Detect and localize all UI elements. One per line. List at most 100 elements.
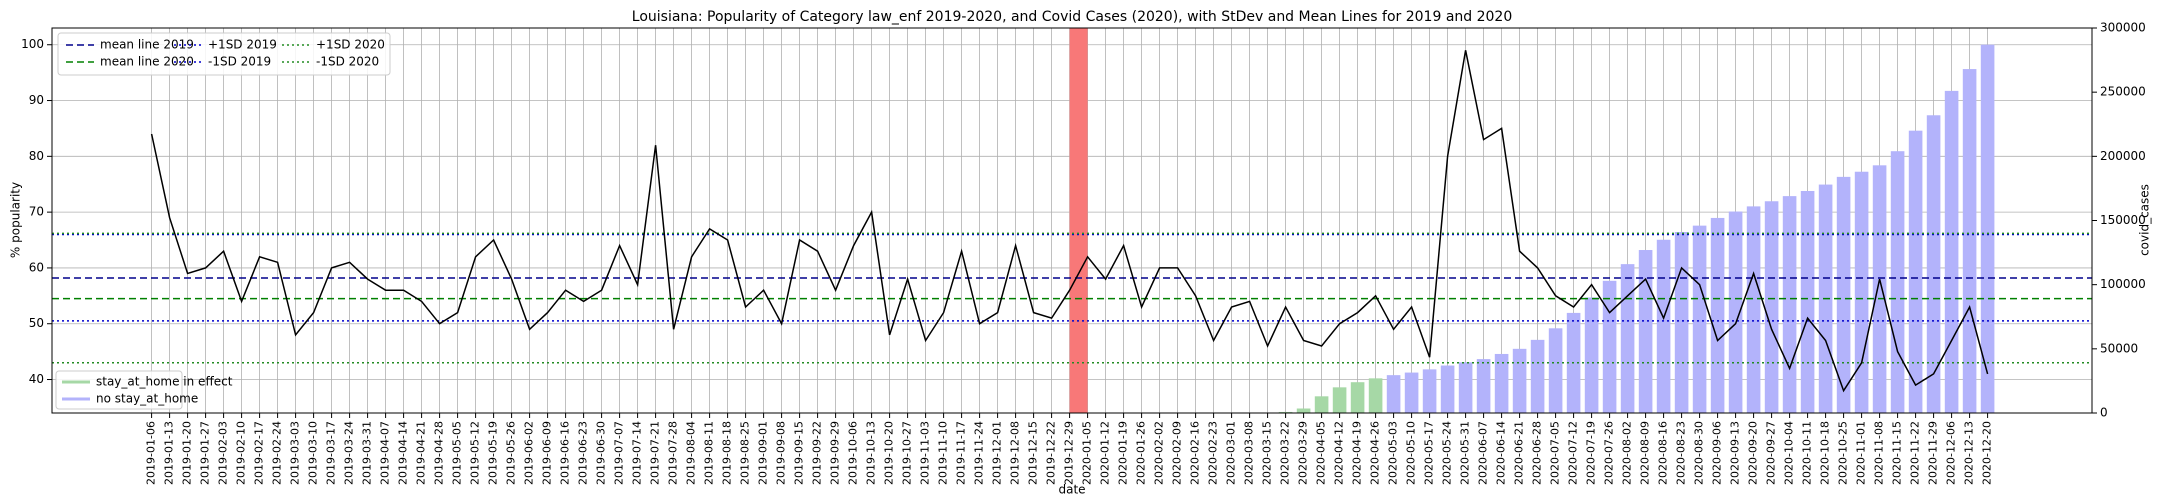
- y2-tick-label: 0: [2100, 406, 2108, 420]
- x-tick-label: 2020-04-19: [1351, 421, 1364, 485]
- x-tick-label: 2020-05-31: [1459, 421, 1472, 485]
- x-tick-label: 2019-02-17: [253, 421, 266, 485]
- x-tick-label: 2019-09-29: [829, 421, 842, 485]
- x-tick-label: 2019-08-18: [721, 421, 734, 485]
- x-tick-label: 2020-07-19: [1585, 421, 1598, 485]
- bar: [1404, 372, 1419, 413]
- x-tick-label: 2020-02-16: [1189, 421, 1202, 485]
- x-tick-label: 2020-06-07: [1477, 421, 1490, 485]
- bar: [1458, 362, 1473, 413]
- legend-box: [57, 32, 391, 76]
- y-axis-label: % popularity: [9, 182, 23, 258]
- y2-tick-label: 50000: [2100, 341, 2138, 355]
- bar: [1332, 387, 1347, 413]
- x-tick-label: 2020-12-20: [1981, 421, 1994, 485]
- bar: [1656, 239, 1671, 413]
- bar: [1620, 264, 1635, 413]
- x-tick-label: 2019-08-04: [685, 421, 698, 485]
- x-tick-label: 2019-09-01: [757, 421, 770, 485]
- x-tick-label: 2019-12-15: [1027, 421, 1040, 485]
- x-tick-label: 2019-12-08: [1009, 421, 1022, 485]
- x-tick-label: 2019-05-05: [451, 421, 464, 485]
- x-tick-label: 2020-03-01: [1225, 421, 1238, 485]
- bar: [1746, 206, 1761, 413]
- bar: [1872, 165, 1887, 413]
- chart-title: Louisiana: Popularity of Category law_en…: [632, 9, 1512, 25]
- x-tick-label: 2020-05-03: [1387, 421, 1400, 485]
- x-tick-label: 2019-06-16: [559, 421, 572, 485]
- x-tick-label: 2020-12-06: [1945, 421, 1958, 485]
- x-tick-label: 2020-04-05: [1315, 421, 1328, 485]
- x-tick-label: 2019-11-24: [973, 421, 986, 485]
- x-tick-label: 2019-02-03: [217, 421, 230, 485]
- x-tick-label: 2019-02-24: [271, 421, 284, 485]
- bar: [1530, 339, 1545, 413]
- x-tick-label: 2020-09-27: [1765, 421, 1778, 485]
- bar: [1386, 375, 1401, 413]
- legend-label: +1SD 2019: [208, 38, 277, 52]
- x-tick-label: 2019-08-25: [739, 421, 752, 485]
- x-tick-label: 2019-10-20: [883, 421, 896, 485]
- x-tick-label: 2020-10-18: [1819, 421, 1832, 485]
- legend-label: no stay_at_home: [96, 392, 198, 406]
- x-tick-label: 2020-06-14: [1495, 421, 1508, 485]
- x-tick-label: 2019-06-09: [541, 421, 554, 485]
- y2-tick-label: 200000: [2100, 149, 2146, 163]
- x-tick-label: 2020-02-09: [1171, 421, 1184, 485]
- x-tick-label: 2020-05-10: [1405, 421, 1418, 485]
- bar: [1494, 353, 1509, 413]
- y2-tick-label: 100000: [2100, 277, 2146, 291]
- bar: [1908, 130, 1923, 413]
- bar: [1476, 359, 1491, 413]
- bar: [1926, 115, 1941, 414]
- bar: [1278, 411, 1293, 413]
- x-tick-label: 2019-04-14: [397, 421, 410, 485]
- x-tick-label: 2020-10-11: [1801, 421, 1814, 485]
- x-tick-label: 2020-07-05: [1549, 421, 1562, 485]
- x-tick-label: 2020-11-15: [1891, 421, 1904, 485]
- x-tick-label: 2019-09-08: [775, 421, 788, 485]
- y-tick-label: 90: [29, 93, 44, 107]
- y-tick-label: 80: [29, 149, 44, 163]
- x-tick-label: 2019-07-28: [667, 421, 680, 485]
- x-tick-label: 2020-01-05: [1081, 421, 1094, 485]
- bar: [1350, 382, 1365, 413]
- x-tick-label: 2019-07-14: [631, 421, 644, 485]
- bar: [1584, 297, 1599, 413]
- x-tick-label: 2020-10-04: [1783, 421, 1796, 485]
- y2-tick-label: 150000: [2100, 213, 2146, 227]
- x-tick-label: 2019-12-01: [991, 421, 1004, 485]
- bar: [1314, 396, 1329, 413]
- x-tick-label: 2019-01-13: [163, 421, 176, 485]
- y2-axis-label: covid_cases: [2138, 184, 2152, 256]
- x-tick-label: 2019-08-11: [703, 421, 716, 485]
- y-tick-label: 70: [29, 205, 44, 219]
- bar: [1422, 369, 1437, 413]
- x-tick-label: 2020-08-16: [1657, 421, 1670, 485]
- x-axis-label: date: [1058, 483, 1085, 497]
- x-tick-label: 2020-08-23: [1675, 421, 1688, 485]
- x-tick-label: 2020-01-12: [1099, 421, 1112, 485]
- x-tick-label: 2019-05-19: [487, 421, 500, 485]
- x-tick-label: 2020-04-12: [1333, 421, 1346, 485]
- x-tick-label: 2020-12-13: [1963, 421, 1976, 485]
- bar: [1710, 217, 1725, 413]
- x-tick-label: 2019-10-27: [901, 421, 914, 485]
- x-tick-label: 2019-01-06: [145, 421, 158, 485]
- legend-label: stay_at_home in effect: [96, 375, 233, 389]
- x-tick-label: 2020-01-26: [1135, 421, 1148, 485]
- bar: [1854, 171, 1869, 413]
- x-tick-label: 2019-09-22: [811, 421, 824, 485]
- x-tick-label: 2020-11-01: [1855, 421, 1868, 485]
- bar: [1296, 408, 1311, 413]
- x-tick-label: 2020-01-19: [1117, 421, 1130, 485]
- x-tick-label: 2020-06-21: [1513, 421, 1526, 485]
- x-tick-label: 2020-07-12: [1567, 421, 1580, 485]
- x-tick-label: 2020-05-17: [1423, 421, 1436, 485]
- x-tick-label: 2019-11-03: [919, 421, 932, 485]
- bar: [1692, 225, 1707, 413]
- x-tick-label: 2020-10-25: [1837, 421, 1850, 485]
- x-tick-label: 2019-07-21: [649, 421, 662, 485]
- y-tick-label: 60: [29, 260, 44, 274]
- bar: [1440, 365, 1455, 413]
